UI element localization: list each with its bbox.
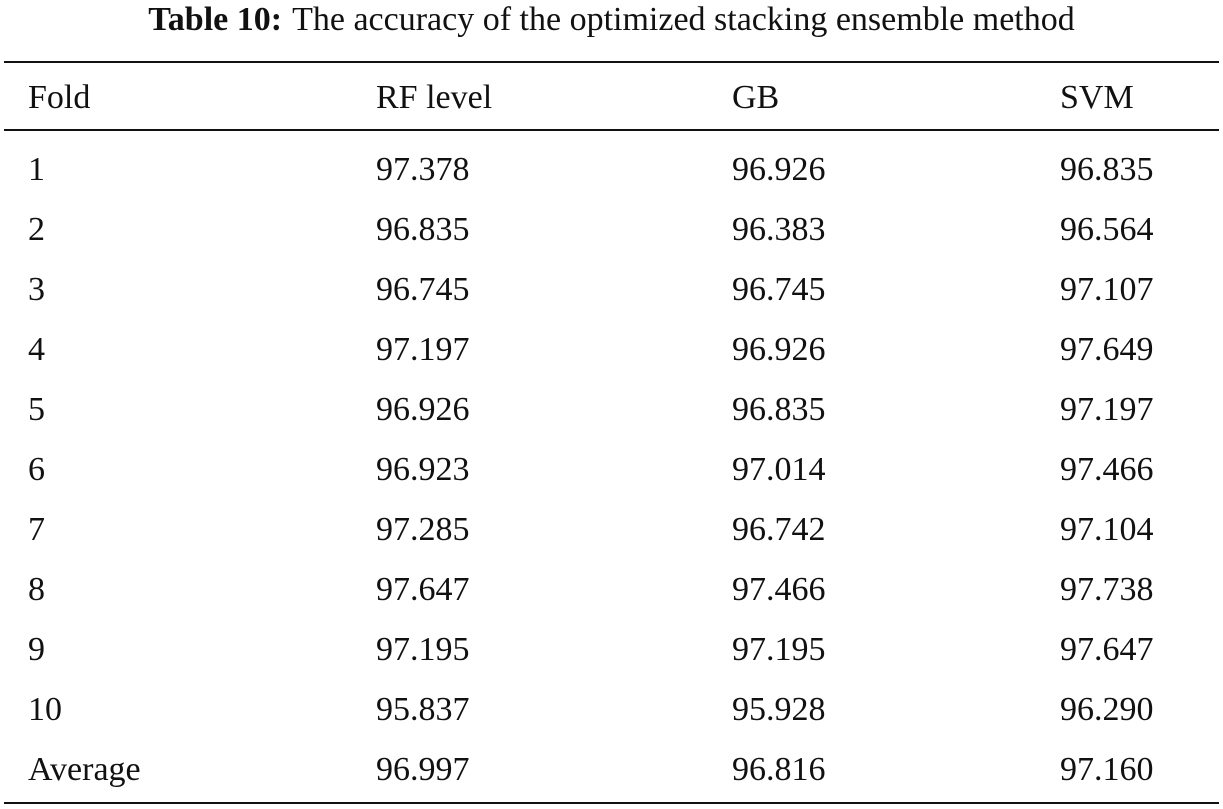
row-label: 9	[28, 631, 45, 668]
table-cell: 97.160	[1060, 751, 1154, 788]
row-label: 1	[28, 151, 45, 188]
table-cell: 97.466	[1060, 451, 1154, 488]
table-cell: 95.837	[376, 691, 470, 728]
table-cell: 96.742	[732, 511, 826, 548]
row-label: 2	[28, 211, 45, 248]
row-label: 5	[28, 391, 45, 428]
table-cell: 96.835	[1060, 151, 1154, 188]
header-rule	[4, 129, 1219, 131]
row-label: 8	[28, 571, 45, 608]
table-cell: 96.926	[732, 151, 826, 188]
row-label: 7	[28, 511, 45, 548]
table-cell: 96.835	[732, 391, 826, 428]
row-label: 10	[28, 691, 62, 728]
column-header: Fold	[28, 79, 91, 116]
table-cell: 97.195	[376, 631, 470, 668]
table-cell: 97.647	[376, 571, 470, 608]
column-header: SVM	[1060, 79, 1134, 116]
column-header: GB	[732, 79, 780, 116]
row-label: 3	[28, 271, 45, 308]
table-cell: 97.738	[1060, 571, 1154, 608]
table-cell: 96.383	[732, 211, 826, 248]
table-cell: 97.197	[1060, 391, 1154, 428]
table-cell: 96.923	[376, 451, 470, 488]
table-cell: 97.378	[376, 151, 470, 188]
table-cell: 95.928	[732, 691, 826, 728]
table-caption: Table 10: The accuracy of the optimized s…	[0, 0, 1223, 40]
table-cell: 96.290	[1060, 691, 1154, 728]
table-cell: 96.564	[1060, 211, 1154, 248]
row-label: Average	[28, 751, 141, 788]
table-cell: 97.466	[732, 571, 826, 608]
table-cell: 97.649	[1060, 331, 1154, 368]
table-cell: 96.997	[376, 751, 470, 788]
top-rule	[4, 61, 1219, 63]
row-label: 6	[28, 451, 45, 488]
table-cell: 96.926	[376, 391, 470, 428]
bottom-rule	[4, 802, 1219, 804]
table-cell: 97.195	[732, 631, 826, 668]
table-cell: 97.197	[376, 331, 470, 368]
caption-text: The accuracy of the optimized stacking e…	[292, 1, 1075, 38]
table-cell: 97.104	[1060, 511, 1154, 548]
table-cell: 96.745	[732, 271, 826, 308]
row-label: 4	[28, 331, 45, 368]
column-header: RF level	[376, 79, 493, 116]
table-cell: 97.285	[376, 511, 470, 548]
table-cell: 96.745	[376, 271, 470, 308]
table-cell: 96.835	[376, 211, 470, 248]
table-cell: 97.014	[732, 451, 826, 488]
table-cell: 96.816	[732, 751, 826, 788]
table-cell: 97.107	[1060, 271, 1154, 308]
table-cell: 97.647	[1060, 631, 1154, 668]
table-cell: 96.926	[732, 331, 826, 368]
caption-label: Table 10:	[148, 1, 283, 38]
